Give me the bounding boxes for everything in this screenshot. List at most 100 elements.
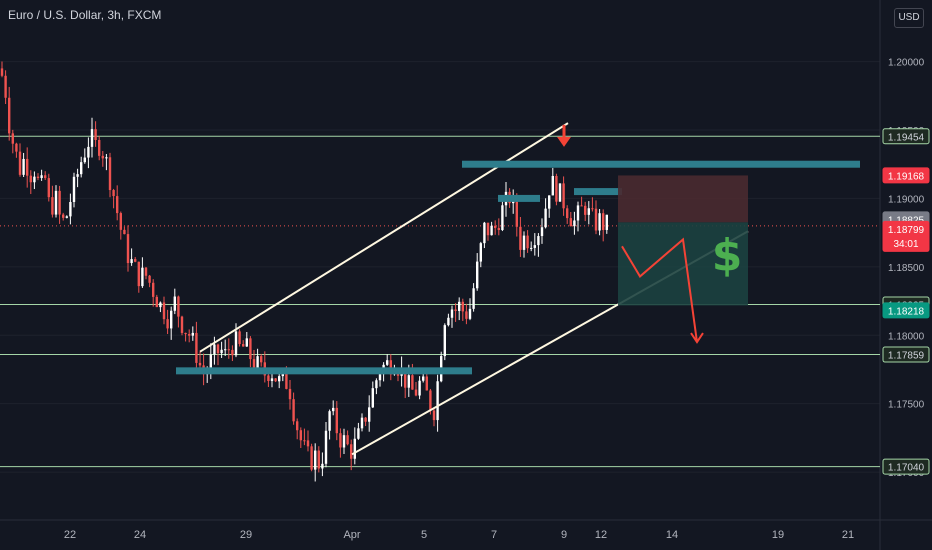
candle-body [245, 338, 248, 347]
candle-body [317, 450, 320, 469]
zone-marker [462, 160, 860, 168]
candle-body [195, 332, 198, 363]
candle-body [90, 129, 94, 147]
candle-body [191, 332, 194, 336]
candle-body [533, 245, 536, 248]
candle-body [159, 302, 162, 308]
currency-button[interactable]: USD [894, 8, 924, 28]
candle-body [231, 349, 234, 356]
candle-body [386, 360, 389, 365]
candle-body [105, 157, 108, 159]
candle-body [62, 214, 65, 218]
candle-body [198, 362, 202, 366]
candle-body [40, 175, 43, 179]
price-badge-text: 1.17859 [888, 351, 925, 362]
candle-body [562, 183, 565, 209]
candle-body [238, 331, 241, 345]
price-tick-label: 1.17500 [888, 400, 925, 411]
candle-body [350, 444, 353, 459]
candle-body [414, 389, 418, 396]
candle-body [126, 234, 130, 264]
candle-body [0, 68, 4, 76]
candle-body [166, 319, 169, 329]
candle-body [227, 349, 230, 351]
candle-body [591, 208, 594, 210]
candle-body [458, 301, 461, 311]
price-badge-text: 1.18799 [888, 225, 925, 236]
candle-body [364, 417, 367, 422]
candle-body [501, 205, 504, 231]
candle-body [242, 344, 245, 347]
take-profit-box [618, 222, 748, 306]
candle-body [497, 228, 500, 231]
arrow-down-icon-head [557, 136, 571, 147]
time-tick-label: 24 [134, 529, 146, 541]
candle-body [54, 190, 58, 215]
candle-body [522, 235, 526, 250]
candle-body [436, 381, 439, 421]
candle-body [411, 375, 414, 390]
price-badge-stop [882, 167, 930, 184]
price-badge-text: 1.18218 [888, 306, 925, 317]
candle-body [332, 407, 335, 412]
price-tick-label: 1.18500 [888, 263, 925, 274]
candle-body [461, 301, 464, 312]
candle-body [555, 175, 558, 202]
candle-body [368, 407, 371, 422]
time-tick-label: 14 [666, 529, 678, 541]
candle-body [468, 308, 472, 319]
candle-body [188, 334, 191, 336]
candle-body [137, 261, 140, 287]
candle-body [515, 197, 518, 227]
candle-body [148, 275, 151, 283]
candle-body [335, 407, 338, 434]
candle-body [177, 296, 180, 317]
time-tick-label: Apr [343, 529, 360, 541]
candle-body [576, 205, 580, 221]
candle-body [580, 205, 583, 207]
price-badge-text: 1.19168 [888, 171, 925, 182]
candle-body [285, 371, 288, 389]
candle-body [141, 267, 144, 287]
candle-body [314, 450, 317, 470]
candle-body [58, 190, 61, 215]
candle-body [47, 178, 50, 198]
candle-body [551, 175, 554, 196]
candle-body [11, 133, 14, 144]
candle-body [407, 375, 410, 388]
candle-body [8, 97, 11, 134]
price-badge-current [882, 220, 930, 252]
candle-body [69, 202, 72, 217]
candle-body [339, 433, 342, 448]
candle-body [220, 349, 223, 354]
channel-upper-line [199, 122, 569, 353]
projection-path [621, 237, 698, 343]
candle-body [602, 213, 605, 230]
candle-body [544, 208, 547, 228]
candle-body [429, 390, 432, 411]
candle-body [476, 261, 479, 289]
candle-body [216, 344, 220, 354]
candle-body [443, 325, 446, 357]
candle-body [116, 196, 119, 214]
candle-body [4, 75, 7, 98]
candle-body [472, 288, 475, 309]
candle-body [234, 331, 238, 356]
candle-body [180, 316, 184, 333]
candle-body [404, 368, 407, 388]
time-tick-label: 19 [772, 529, 784, 541]
candle-body [112, 190, 115, 197]
candle-body [278, 376, 281, 382]
candle-body [213, 344, 216, 355]
candle-body [303, 440, 306, 442]
zone-marker [498, 194, 540, 202]
candle-body [494, 225, 497, 229]
price-tick-label: 1.19000 [888, 194, 925, 205]
candle-body [346, 435, 349, 445]
stop-loss-box [618, 175, 748, 223]
candle-body [256, 356, 259, 368]
price-tick-label: 1.20000 [888, 58, 925, 69]
candle-body [44, 175, 47, 179]
candle-body [378, 374, 382, 381]
